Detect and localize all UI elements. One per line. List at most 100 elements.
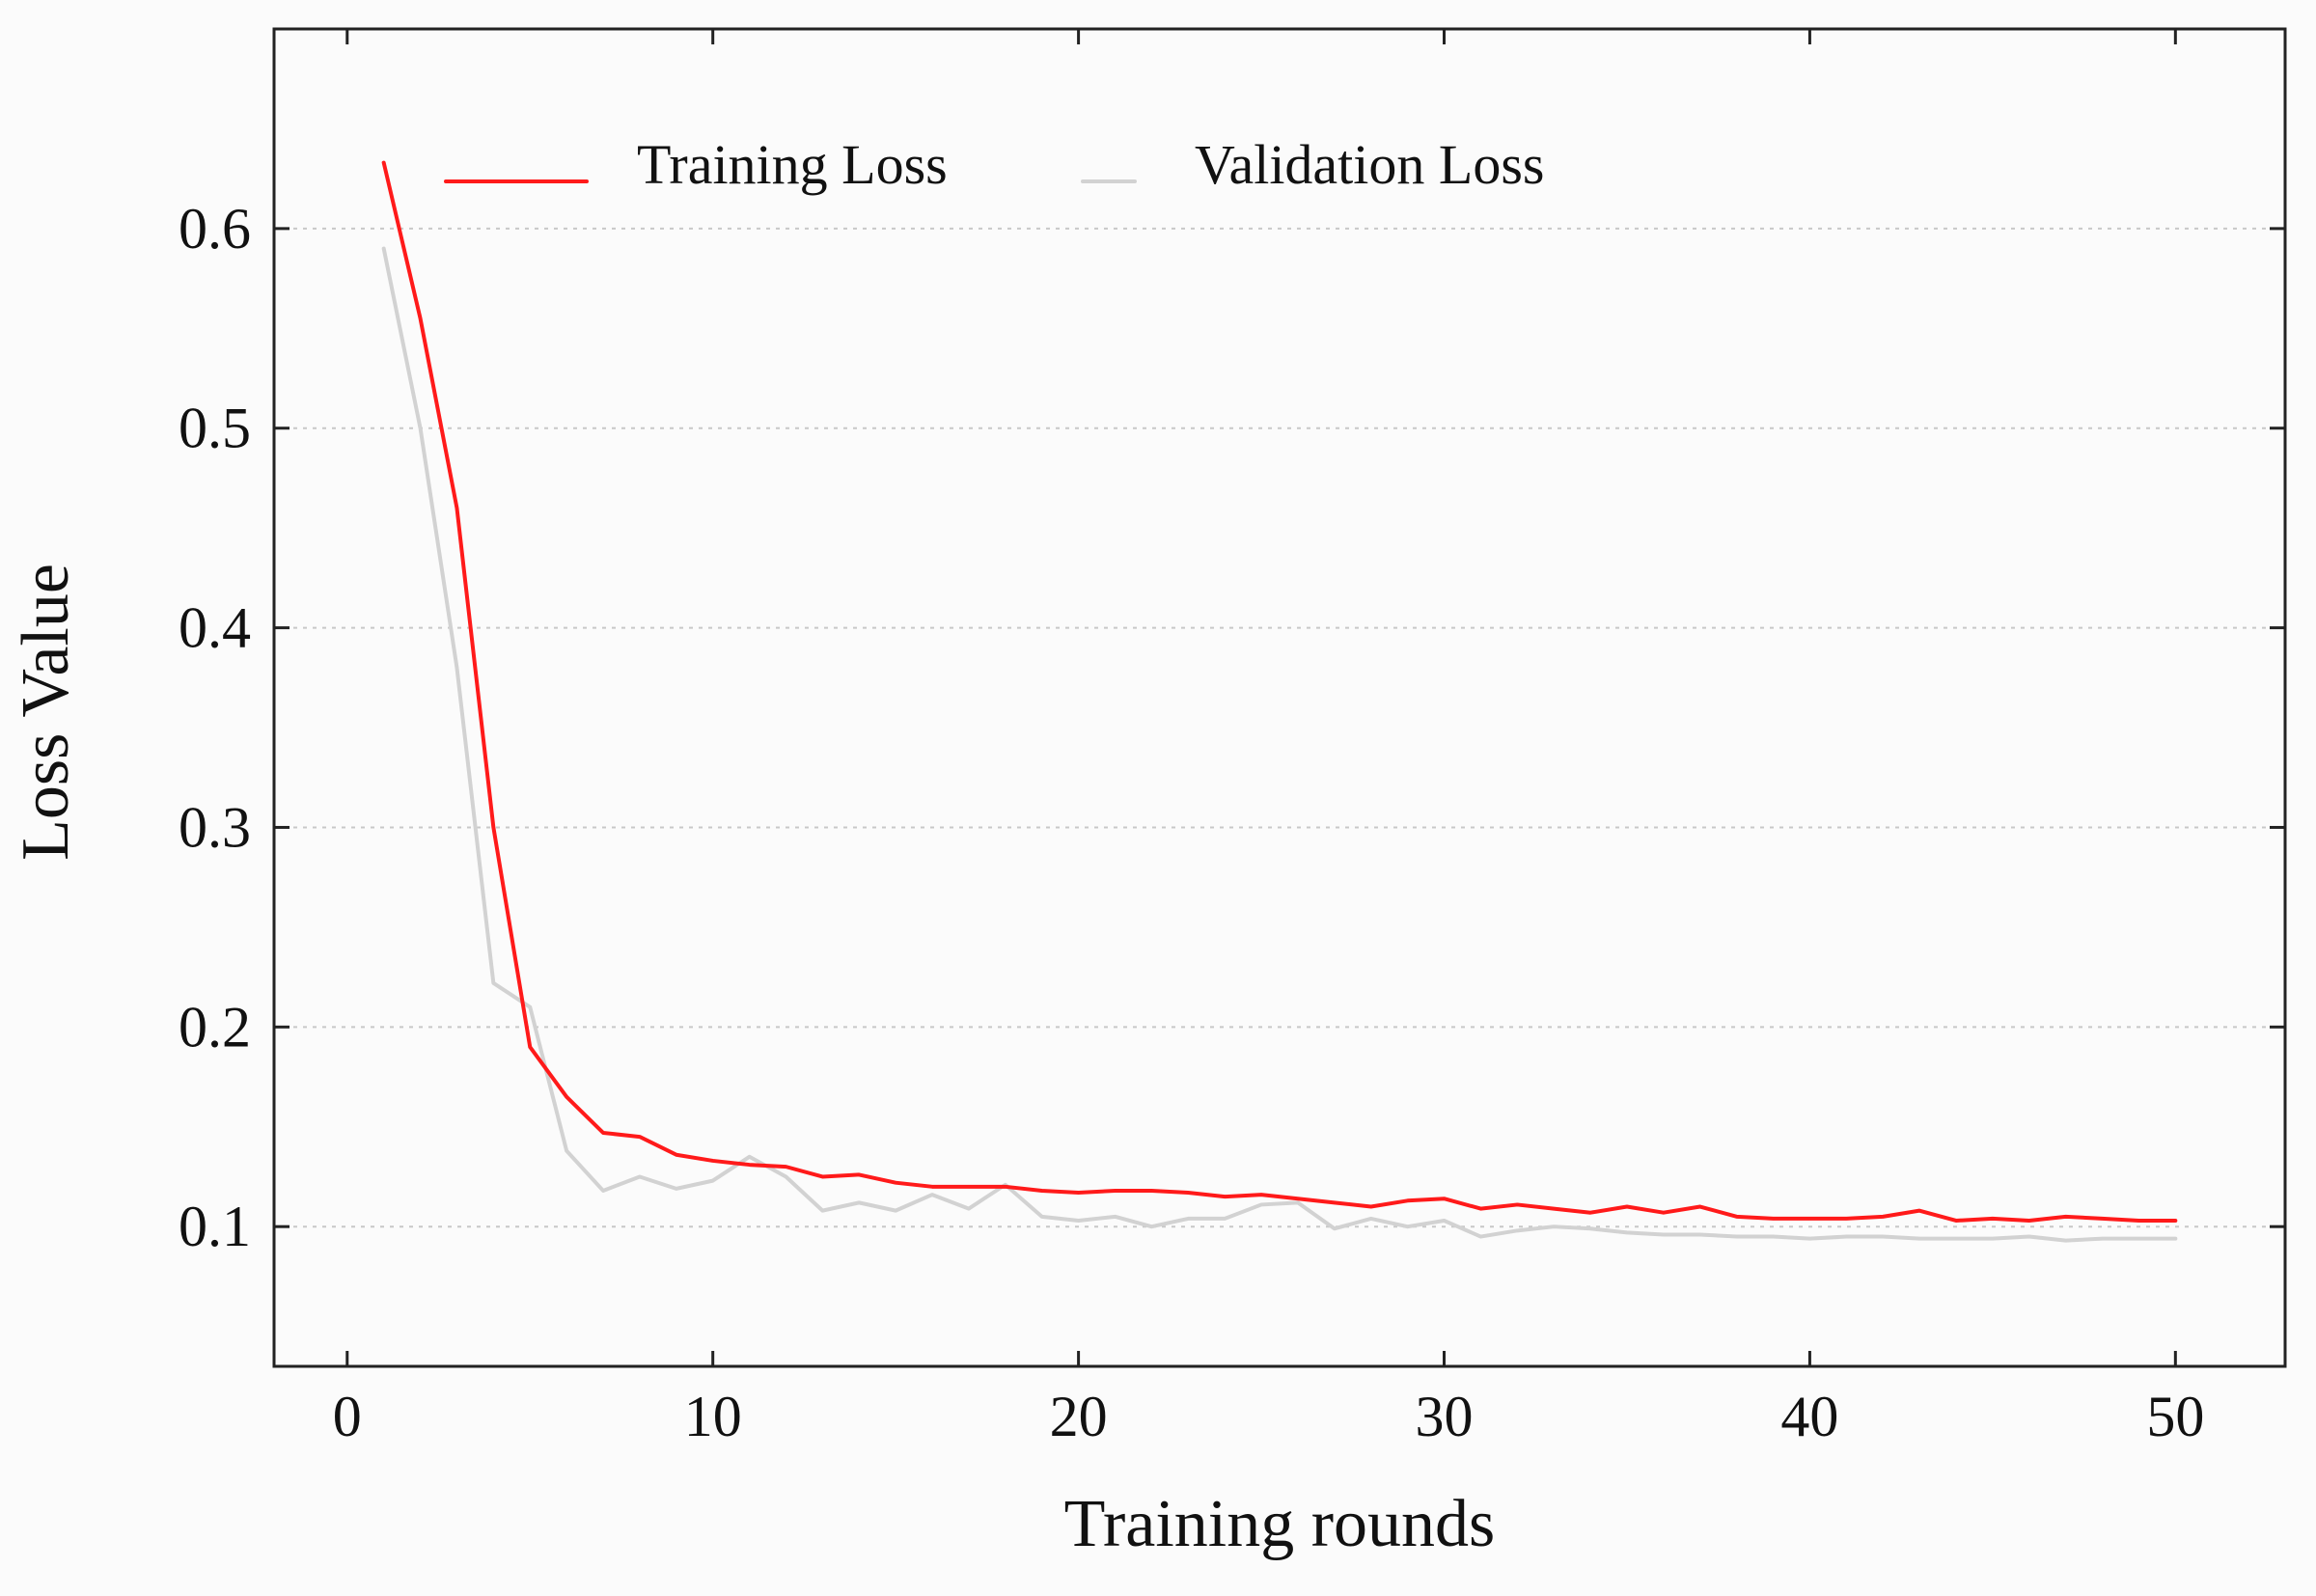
x-tick-label: 20 <box>1050 1385 1108 1448</box>
training-loss-point <box>2027 1219 2031 1223</box>
validation-loss-point <box>1479 1235 1482 1238</box>
training-loss-point <box>565 1095 568 1099</box>
training-loss-point <box>967 1185 971 1189</box>
training-loss-point <box>455 507 458 509</box>
validation-loss-point <box>748 1155 751 1159</box>
validation-loss-line <box>381 246 2178 1243</box>
training-loss-point <box>1991 1217 1995 1221</box>
validation-loss-point <box>1991 1237 1995 1241</box>
training-loss-point <box>382 161 386 165</box>
training-loss-point <box>1259 1193 1263 1197</box>
training-loss-point <box>1114 1189 1117 1193</box>
validation-loss-point <box>565 1149 568 1152</box>
training-loss-point <box>1004 1185 1007 1189</box>
training-loss-point <box>1954 1219 1958 1223</box>
validation-loss-point <box>2101 1237 2104 1241</box>
training-loss-point <box>1917 1209 1921 1213</box>
validation-loss-point <box>1772 1235 1775 1238</box>
training-loss-point <box>1443 1197 1446 1200</box>
validation-loss-point <box>967 1207 971 1210</box>
training-loss-point <box>2101 1217 2104 1221</box>
validation-loss-point <box>1040 1215 1044 1219</box>
training-loss-point <box>820 1175 824 1178</box>
validation-loss-point <box>675 1187 678 1191</box>
x-tick-label: 0 <box>333 1385 362 1448</box>
validation-loss-point <box>1077 1219 1080 1223</box>
training-loss-point <box>1844 1217 1848 1221</box>
training-loss-point <box>1625 1205 1629 1208</box>
training-loss-point <box>2137 1219 2140 1223</box>
validation-loss-point <box>1808 1237 1811 1241</box>
x-tick-label: 50 <box>2146 1385 2204 1448</box>
validation-loss-point <box>785 1175 787 1178</box>
training-loss-point <box>638 1135 642 1139</box>
training-loss-point <box>1369 1205 1373 1208</box>
validation-loss-point <box>419 427 422 430</box>
validation-loss-legend-label: Validation Loss <box>1195 133 1544 196</box>
training-loss-point <box>711 1159 715 1163</box>
x-tick-label: 10 <box>684 1385 742 1448</box>
validation-loss-point <box>1186 1217 1190 1221</box>
validation-loss-point <box>2027 1235 2031 1238</box>
training-loss-point <box>2173 1219 2177 1223</box>
validation-loss-point <box>930 1193 934 1197</box>
training-loss-point <box>1296 1197 1300 1200</box>
validation-loss-point <box>1296 1200 1300 1204</box>
training-loss-point <box>1077 1191 1080 1195</box>
validation-loss-point <box>491 981 495 985</box>
training-loss-point <box>1588 1211 1592 1215</box>
training-loss-point <box>1040 1189 1044 1193</box>
validation-loss-point <box>894 1209 897 1213</box>
training-loss-point <box>1552 1207 1556 1210</box>
validation-loss-point <box>2137 1237 2140 1241</box>
validation-loss-point <box>1735 1235 1739 1238</box>
training-loss-point <box>1333 1200 1337 1204</box>
y-axis-title: Loss Value <box>9 564 83 861</box>
validation-loss-point <box>1114 1215 1117 1219</box>
training-loss-point <box>1808 1217 1811 1221</box>
training-loss-point <box>675 1153 678 1157</box>
grid-layer <box>274 227 2285 1228</box>
y-tick-label: 0.4 <box>179 596 251 660</box>
validation-loss-point <box>1625 1231 1629 1234</box>
validation-loss-point <box>1149 1225 1153 1228</box>
validation-loss-point <box>1954 1237 1958 1241</box>
plot-frame <box>272 27 2287 1368</box>
x-tick-label: 30 <box>1416 1385 1474 1448</box>
training-loss-point <box>1772 1217 1775 1221</box>
validation-loss-point <box>528 1005 532 1009</box>
training-loss-point <box>748 1163 751 1167</box>
training-loss-point <box>419 316 422 320</box>
training-loss-point <box>785 1165 787 1169</box>
validation-loss-point <box>1443 1219 1446 1223</box>
validation-loss-point <box>601 1189 605 1193</box>
training-loss-point <box>1698 1205 1702 1208</box>
validation-loss-point <box>1552 1225 1556 1228</box>
legend: Training Loss Validation Loss <box>444 133 1544 196</box>
validation-loss-point <box>382 247 386 250</box>
training-loss-point <box>1149 1189 1153 1193</box>
validation-loss-point <box>820 1209 824 1213</box>
training-loss-point <box>528 1045 532 1049</box>
validation-loss-point <box>1662 1233 1666 1236</box>
training-loss-line <box>381 160 2178 1223</box>
training-loss-point <box>491 826 495 829</box>
training-loss-point <box>1662 1211 1666 1215</box>
training-loss-point <box>894 1181 897 1185</box>
training-loss-point <box>1735 1215 1739 1219</box>
training-loss-point <box>1223 1195 1227 1198</box>
validation-loss-point <box>1333 1226 1337 1230</box>
validation-loss-point <box>711 1179 715 1183</box>
validation-loss-point <box>1917 1237 1921 1241</box>
validation-loss-point <box>1698 1233 1702 1236</box>
training-loss-legend-label: Training Loss <box>637 133 948 196</box>
training-loss-point <box>1186 1191 1190 1195</box>
y-tick-label: 0.2 <box>179 995 251 1059</box>
validation-loss-point <box>1369 1217 1373 1221</box>
training-loss-point <box>601 1131 605 1135</box>
y-tick-label: 0.6 <box>179 197 251 261</box>
validation-loss-point <box>2173 1237 2177 1241</box>
validation-loss-point <box>1881 1235 1885 1238</box>
validation-loss-point <box>1259 1203 1263 1206</box>
